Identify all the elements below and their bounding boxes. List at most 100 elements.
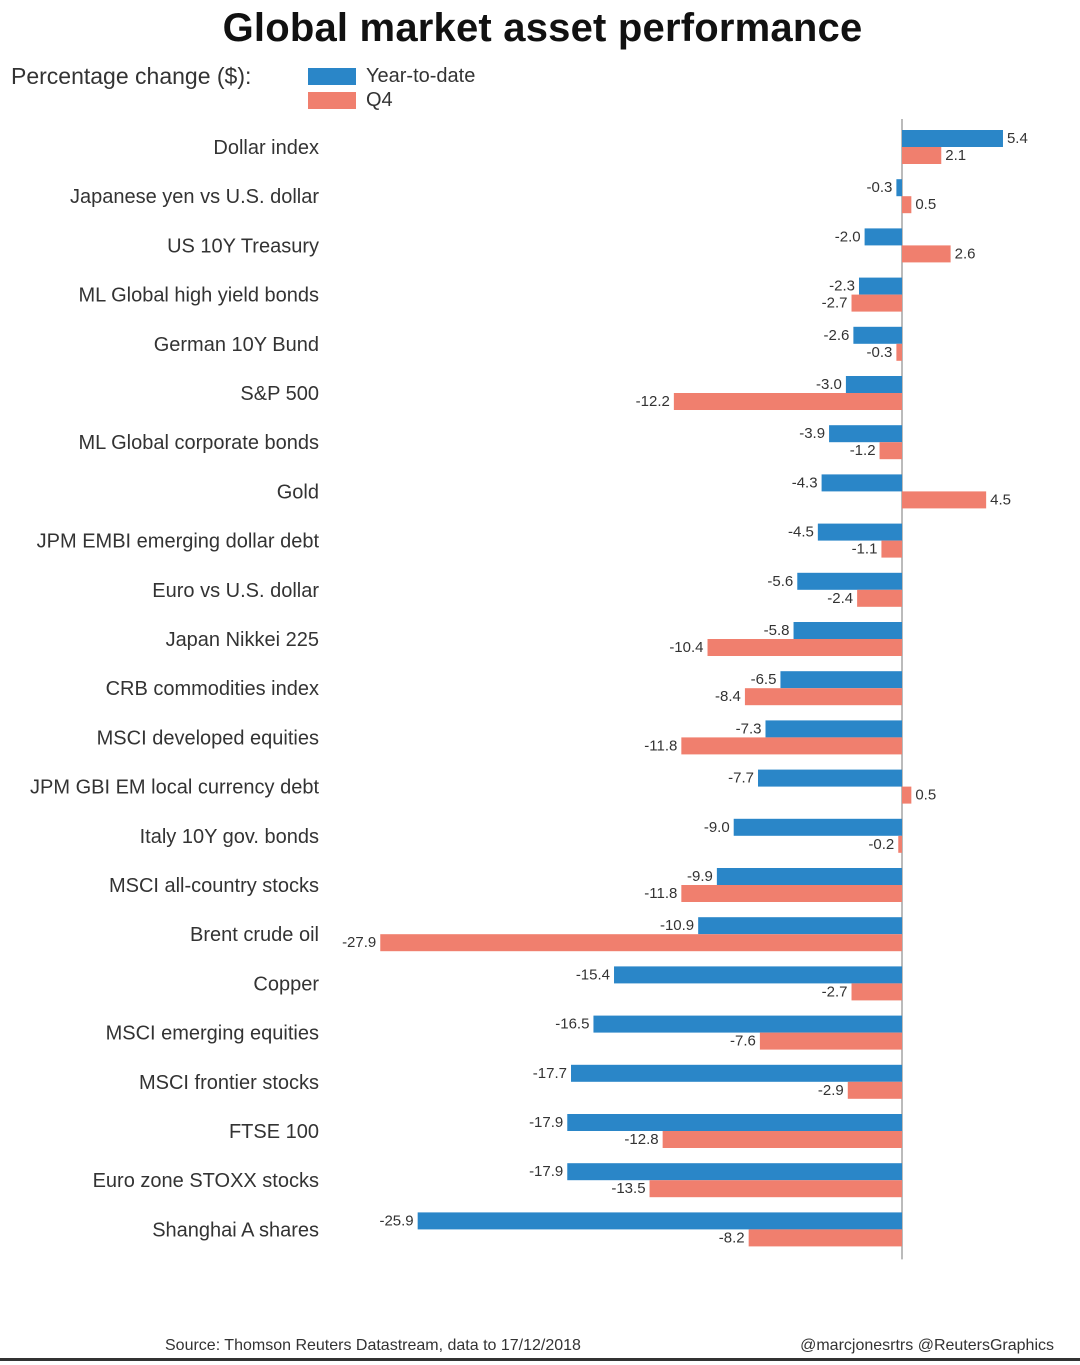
- category-label: Japanese yen vs U.S. dollar: [70, 186, 319, 208]
- value-label-ytd: -3.0: [816, 376, 842, 393]
- value-label-q4: 0.5: [915, 787, 936, 804]
- bar-q4: [851, 294, 902, 312]
- bar-q4: [881, 540, 902, 558]
- value-label-q4: -10.4: [669, 639, 703, 656]
- value-label-ytd: -4.3: [792, 474, 818, 491]
- bar-q4: [707, 639, 902, 656]
- value-label-ytd: 5.4: [1007, 130, 1028, 147]
- value-label-q4: 4.5: [990, 491, 1011, 508]
- value-label-q4: -2.9: [818, 1082, 844, 1099]
- value-label-ytd: -2.0: [835, 228, 861, 245]
- bar-q4: [902, 196, 912, 214]
- value-label-q4: -1.2: [850, 442, 876, 459]
- bar-ytd: [793, 622, 902, 639]
- category-label: Brent crude oil: [190, 924, 319, 946]
- category-label: Gold: [277, 481, 319, 503]
- legend-swatch-ytd: [308, 67, 356, 85]
- category-label: CRB commodities index: [106, 678, 319, 700]
- value-label-q4: -7.6: [730, 1033, 756, 1050]
- value-label-ytd: -2.3: [829, 278, 855, 295]
- bar-ytd: [758, 769, 902, 787]
- category-label: Euro zone STOXX stocks: [93, 1170, 319, 1192]
- bar-ytd: [817, 523, 902, 541]
- bar-ytd: [571, 1064, 902, 1082]
- value-label-q4: 0.5: [915, 196, 936, 213]
- bar-q4: [380, 934, 902, 952]
- bar-ytd: [821, 474, 902, 492]
- bar-q4: [902, 245, 951, 263]
- footer-divider: [0, 1358, 1080, 1361]
- category-label: JPM EMBI emerging dollar debt: [37, 531, 320, 553]
- bar-q4: [902, 491, 987, 509]
- value-label-ytd: -5.8: [764, 622, 790, 639]
- category-label: MSCI developed equities: [97, 727, 319, 749]
- value-label-q4: -11.8: [644, 885, 677, 902]
- chart-subtitle: Percentage change ($):: [11, 63, 252, 89]
- bar-ytd: [858, 277, 902, 295]
- category-label: Shanghai A shares: [152, 1219, 319, 1241]
- chart-title: Global market asset performance: [222, 6, 863, 50]
- bar-q4: [759, 1032, 902, 1050]
- category-label: German 10Y Bund: [154, 334, 319, 356]
- bar-q4: [879, 442, 902, 460]
- value-label-q4: -12.8: [624, 1131, 658, 1148]
- footer-source: Source: Thomson Reuters Datastream, data…: [165, 1337, 581, 1354]
- value-label-ytd: -3.9: [799, 425, 825, 442]
- value-label-ytd: -17.9: [529, 1163, 563, 1180]
- value-label-ytd: -16.5: [555, 1016, 589, 1033]
- category-label: Japan Nikkei 225: [166, 629, 319, 651]
- footer-credit: @marcjonesrtrs @ReutersGraphics: [800, 1337, 1054, 1354]
- value-label-q4: -12.2: [636, 393, 670, 410]
- value-label-q4: -0.2: [868, 836, 894, 853]
- category-label: Dollar index: [213, 137, 319, 159]
- bar-q4: [851, 983, 902, 1001]
- legend-swatch-q4: [308, 91, 356, 109]
- category-label: MSCI all-country stocks: [109, 875, 319, 897]
- value-label-q4: 2.6: [955, 245, 976, 262]
- bar-q4: [744, 688, 902, 706]
- bar-q4: [902, 786, 912, 804]
- category-label: ML Global corporate bonds: [78, 432, 319, 454]
- bar-q4: [902, 147, 942, 164]
- bar-q4: [681, 885, 902, 902]
- bar-q4: [898, 835, 902, 853]
- value-label-q4: -2.4: [827, 590, 853, 607]
- legend-item-ytd: Year-to-date: [308, 65, 475, 87]
- value-label-ytd: -5.6: [767, 573, 793, 590]
- category-label: Italy 10Y gov. bonds: [140, 826, 319, 848]
- value-label-ytd: -7.7: [728, 770, 754, 787]
- category-label: Euro vs U.S. dollar: [152, 580, 319, 602]
- bar-ytd: [567, 1114, 902, 1131]
- bar-q4: [748, 1229, 902, 1247]
- legend-label-ytd: Year-to-date: [366, 64, 476, 87]
- value-label-ytd: -25.9: [379, 1212, 413, 1229]
- bar-ytd: [417, 1212, 902, 1230]
- legend-label-q4: Q4: [366, 88, 393, 111]
- category-label: Copper: [253, 973, 319, 995]
- bar-ytd: [780, 671, 902, 689]
- category-label: MSCI frontier stocks: [139, 1072, 319, 1094]
- bar-q4: [847, 1081, 902, 1099]
- bar-ytd: [765, 720, 902, 738]
- value-label-q4: -27.9: [342, 934, 376, 951]
- bar-chart: Dollar index 5.4 2.1 Japanese yen vs U.S. d…: [30, 119, 1028, 1260]
- value-label-ytd: -10.9: [660, 917, 694, 934]
- category-label: JPM GBI EM local currency debt: [30, 777, 319, 799]
- value-label-q4: -11.8: [644, 737, 677, 754]
- bar-ytd: [593, 1015, 902, 1033]
- bar-q4: [649, 1180, 902, 1198]
- bar-q4: [662, 1131, 902, 1148]
- value-label-ytd: -17.7: [533, 1065, 567, 1082]
- bar-ytd: [614, 966, 902, 984]
- bar-ytd: [864, 228, 902, 246]
- category-label: S&P 500: [240, 383, 319, 405]
- category-label: US 10Y Treasury: [167, 235, 319, 257]
- value-label-q4: -8.4: [715, 688, 741, 705]
- bar-q4: [896, 343, 902, 361]
- bar-q4: [673, 393, 902, 410]
- value-label-ytd: -9.9: [687, 868, 713, 885]
- value-label-ytd: -6.5: [751, 671, 777, 688]
- category-label: FTSE 100: [229, 1121, 319, 1143]
- category-label: ML Global high yield bonds: [78, 285, 319, 307]
- bar-ytd: [716, 868, 902, 885]
